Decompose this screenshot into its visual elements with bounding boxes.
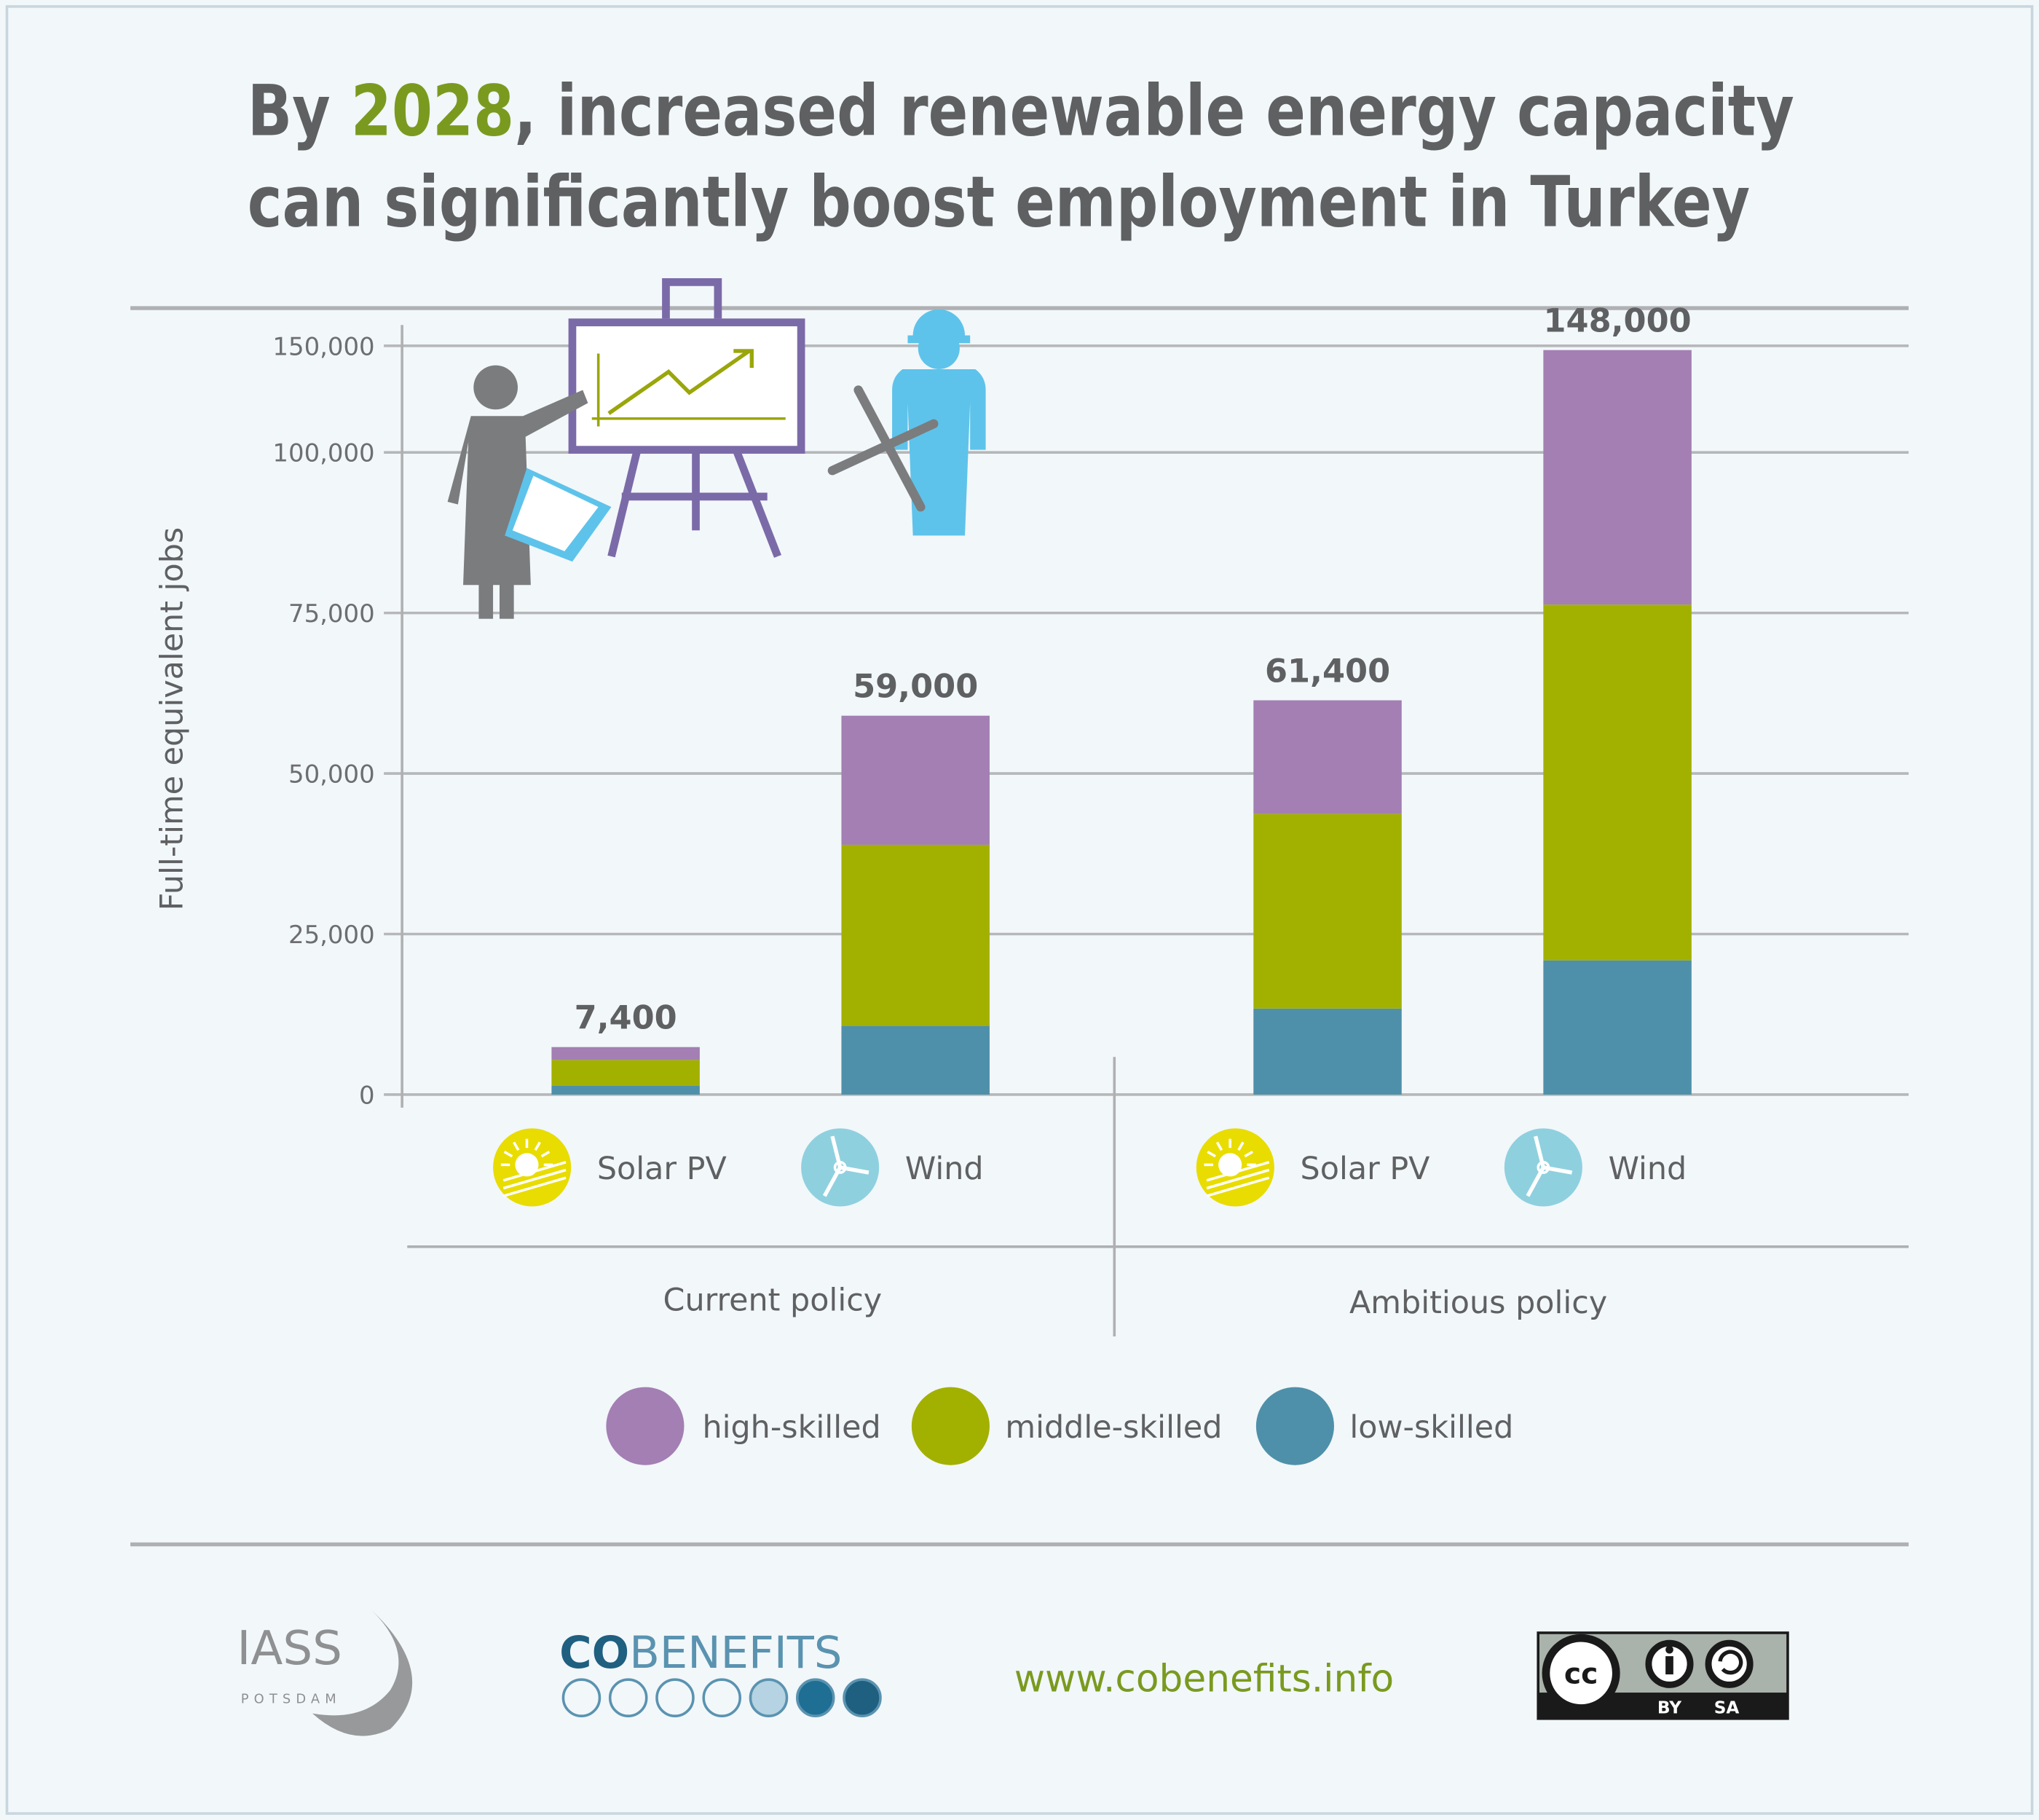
wind-turbine-icon (1504, 1128, 1582, 1207)
bar-segment-low (551, 1085, 700, 1095)
bars: 7,400 Solar PV 59,000 Wind 61,400 Solar PV 148… (493, 302, 1692, 1207)
easel-chart-icon (568, 277, 805, 558)
cobenefits-theme-icon (561, 1678, 602, 1717)
bar-segment-middle (1543, 604, 1692, 961)
cobenefits-theme-icon (702, 1678, 742, 1717)
bar-total-label: 61,400 (1265, 653, 1390, 690)
cobenefits-theme-icon (655, 1678, 695, 1717)
legend-label: middle-skilled (1005, 1409, 1222, 1446)
bar-segment-middle (1253, 814, 1402, 1009)
bar-total-label: 148,000 (1544, 302, 1692, 340)
bar-segment-low (841, 1025, 990, 1095)
legend-swatch-middle (911, 1387, 990, 1465)
bar-segment-low (1253, 1008, 1402, 1095)
iass-logo: IASS POTSDAM (237, 1609, 413, 1736)
wind-turbine-icon (801, 1128, 880, 1207)
tools-icon (827, 385, 939, 512)
svg-text:IASS: IASS (237, 1621, 342, 1676)
bar-segment-low (1543, 960, 1692, 1095)
bar-segment-high (841, 715, 990, 845)
group-label-current: Current policy (663, 1282, 883, 1318)
title-line-2: can significantly boost employment in Tu… (248, 162, 1750, 243)
category-label: Wind (905, 1151, 984, 1187)
y-tick-label: 100,000 (272, 439, 374, 468)
sun-icon (1196, 1128, 1274, 1207)
y-tick-label: 150,000 (272, 332, 374, 361)
cc-by-sa-badge: cc BY SA (1537, 1631, 1789, 1720)
presenter-icon (447, 365, 612, 619)
cobenefits-logo: COBENEFITS (559, 1628, 882, 1717)
svg-text:COBENEFITS: COBENEFITS (559, 1628, 842, 1679)
svg-text:BY: BY (1657, 1698, 1682, 1718)
bar-total-label: 59,000 (853, 668, 978, 706)
cobenefits-theme-icon (608, 1678, 648, 1717)
bar-segment-middle (551, 1060, 700, 1086)
legend: high-skilled middle-skilled low-skilled (606, 1387, 1513, 1465)
svg-text:POTSDAM: POTSDAM (241, 1691, 342, 1706)
cobenefits-theme-icon (749, 1678, 789, 1717)
category-label: Solar PV (597, 1151, 727, 1187)
bar-segment-high (551, 1047, 700, 1060)
y-tick-label: 25,000 (288, 921, 375, 949)
sa-icon (1705, 1639, 1754, 1688)
y-tick-label: 75,000 (288, 599, 375, 628)
illustration (447, 277, 986, 619)
bar-segment-high (1543, 350, 1692, 605)
y-tick-label: 0 (359, 1081, 375, 1109)
website-link[interactable]: www.cobenefits.info (1014, 1657, 1394, 1701)
legend-label: low-skilled (1349, 1409, 1513, 1446)
y-tick-label: 50,000 (288, 760, 375, 789)
y-axis-label: Full-time equivalent jobs (154, 527, 190, 911)
group-label-ambitious: Ambitious policy (1349, 1285, 1607, 1321)
legend-swatch-low (1255, 1387, 1334, 1465)
frame (5, 5, 2034, 1815)
title-line-1: By 2028, increased renewable energy capa… (248, 71, 1794, 152)
cobenefits-theme-icon (795, 1678, 835, 1717)
sun-icon (493, 1128, 572, 1207)
bar-total-label: 7,400 (575, 999, 677, 1037)
bar-segment-high (1253, 700, 1402, 814)
legend-swatch-high (606, 1387, 685, 1465)
category-label: Wind (1609, 1151, 1687, 1187)
cobenefits-theme-icon (843, 1678, 882, 1717)
bar-segment-middle (841, 844, 990, 1026)
cc-icon (1542, 1634, 1620, 1712)
svg-text:SA: SA (1714, 1698, 1740, 1718)
legend-label: high-skilled (702, 1409, 880, 1446)
svg-text:cc: cc (1564, 1658, 1598, 1691)
category-label: Solar PV (1301, 1151, 1430, 1187)
